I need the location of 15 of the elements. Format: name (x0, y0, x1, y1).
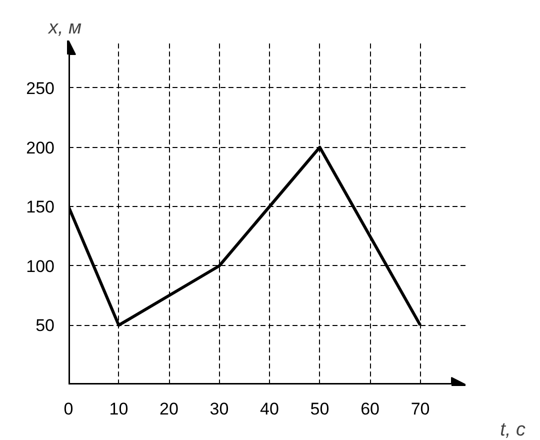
x-tick-label: 20 (160, 400, 178, 418)
x-tick-label: 0 (64, 400, 74, 418)
x-tick-label: 60 (360, 400, 380, 418)
x-axis-title: t, с (500, 420, 526, 440)
y-tick-label: 250 (26, 78, 55, 98)
x-tick-label: 50 (310, 400, 330, 418)
y-tick-label: 50 (36, 316, 55, 336)
x-tick-label: 70 (410, 400, 430, 418)
y-axis-title: x, м (48, 18, 82, 38)
y-tick-label: 100 (26, 256, 55, 276)
x-tick-label: 40 (260, 400, 279, 418)
y-tick-label: 200 (26, 138, 55, 158)
y-tick-label: 150 (26, 198, 55, 217)
x-tick-label: 30 (210, 400, 229, 418)
x-tick-label: 10 (109, 400, 128, 418)
